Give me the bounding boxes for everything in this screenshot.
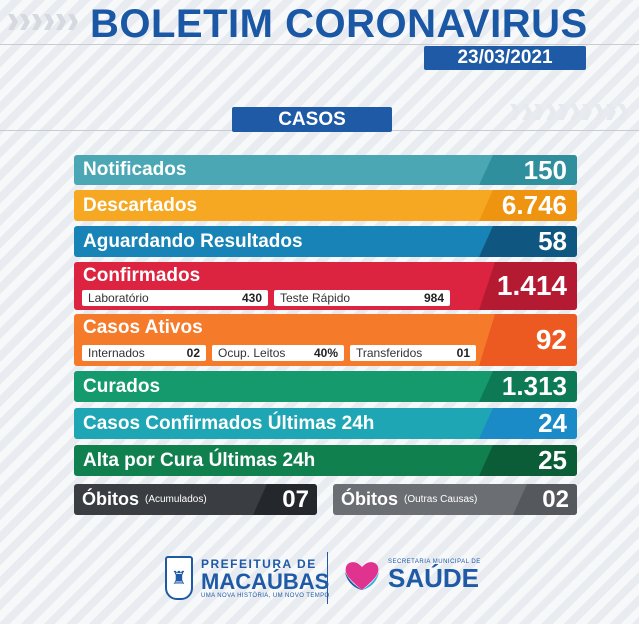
row-value: 1.313: [479, 371, 577, 402]
decorative-chevrons-mid-right: [510, 104, 628, 120]
saude-logo: SECRETARIA MUNICIPAL DE SAÚDE: [342, 558, 481, 592]
row-value: 92: [479, 314, 577, 366]
obitos-label: Óbitos: [82, 489, 139, 509]
section-title: CASOS: [232, 107, 392, 132]
prefeitura-logo: ♜ PREFEITURA DE MACAÚBAS UMA NOVA HISTÓR…: [165, 556, 330, 600]
sub-label: Ocup. Leitos: [218, 346, 286, 360]
sub-transferidos: Transferidos 01: [350, 345, 476, 361]
date-badge: 23/03/2021: [424, 46, 586, 70]
decorative-chevrons-top-left: [8, 14, 78, 30]
row-value: 24: [479, 408, 577, 439]
sub-teste-rapido: Teste Rápido 984: [274, 290, 450, 306]
sub-value: 02: [186, 346, 200, 360]
row-label: Casos Confirmados Últimas 24h: [83, 412, 375, 434]
obitos-label-group: Óbitos (Outras Causas): [341, 484, 477, 515]
sub-value: 01: [456, 346, 470, 360]
obitos-outras-causas: Óbitos (Outras Causas) 02: [333, 484, 577, 515]
row-value: 150: [479, 155, 577, 185]
obitos-value: 02: [513, 484, 577, 515]
row-label: Descartados: [83, 194, 198, 216]
sub-label: Teste Rápido: [280, 291, 351, 305]
prefeitura-name: MACAÚBAS: [201, 569, 330, 594]
sub-values: Internados 02 Ocup. Leitos 40% Transferi…: [82, 345, 476, 361]
row-value: 1.414: [479, 262, 577, 310]
divider: [327, 552, 328, 604]
row-aguardando: Aguardando Resultados 58: [74, 226, 577, 257]
obitos-label: Óbitos: [341, 489, 398, 509]
prefeitura-text: PREFEITURA DE MACAÚBAS UMA NOVA HISTÓRIA…: [201, 557, 330, 599]
obitos-acumulados: Óbitos (Acumulados) 07: [74, 484, 317, 515]
row-value: 6.746: [479, 190, 577, 221]
row-notificados: Notificados 150: [74, 155, 577, 185]
sub-label: Transferidos: [356, 346, 423, 360]
sub-internados: Internados 02: [82, 345, 206, 361]
row-value: 58: [479, 226, 577, 257]
row-confirmados: Confirmados Laboratório 430 Teste Rápido…: [74, 262, 577, 310]
sub-value: 984: [423, 291, 444, 305]
row-alta-24h: Alta por Cura Últimas 24h 25: [74, 445, 577, 476]
obitos-note: (Acumulados): [145, 494, 207, 505]
sub-laboratorio: Laboratório 430: [82, 290, 268, 306]
obitos-note: (Outras Causas): [404, 494, 478, 505]
crest-icon: ♜: [165, 556, 193, 600]
row-label: Confirmados: [83, 265, 201, 286]
sub-label: Laboratório: [88, 291, 149, 305]
obitos-value: 07: [253, 484, 317, 515]
saude-name: SAÚDE: [388, 563, 480, 593]
row-label: Curados: [83, 375, 161, 397]
row-curados: Curados 1.313: [74, 371, 577, 402]
row-descartados: Descartados 6.746: [74, 190, 577, 221]
divider: [0, 44, 639, 45]
page-title: BOLETIM CORONAVIRUS: [90, 2, 588, 46]
prefeitura-slogan: UMA NOVA HISTÓRIA, UM NOVO TEMPO: [201, 593, 330, 599]
sub-values: Laboratório 430 Teste Rápido 984: [82, 290, 450, 306]
row-confirmados-24h: Casos Confirmados Últimas 24h 24: [74, 408, 577, 439]
saude-text: SECRETARIA MUNICIPAL DE SAÚDE: [388, 559, 481, 591]
saude-top: SECRETARIA MUNICIPAL DE: [388, 559, 481, 565]
sub-value: 430: [241, 291, 262, 305]
obitos-label-group: Óbitos (Acumulados): [82, 484, 207, 515]
row-casos-ativos: Casos Ativos Internados 02 Ocup. Leitos …: [74, 314, 577, 366]
prefeitura-top: PREFEITURA DE: [201, 557, 317, 571]
row-label: Notificados: [83, 159, 187, 180]
row-label: Casos Ativos: [83, 317, 203, 338]
row-label: Alta por Cura Últimas 24h: [83, 449, 316, 471]
heart-hands-icon: [342, 558, 382, 592]
sub-label: Internados: [88, 346, 145, 360]
sub-value: 40%: [313, 346, 338, 360]
row-value: 25: [479, 445, 577, 476]
row-label: Aguardando Resultados: [83, 230, 303, 252]
sub-ocup-leitos: Ocup. Leitos 40%: [212, 345, 344, 361]
